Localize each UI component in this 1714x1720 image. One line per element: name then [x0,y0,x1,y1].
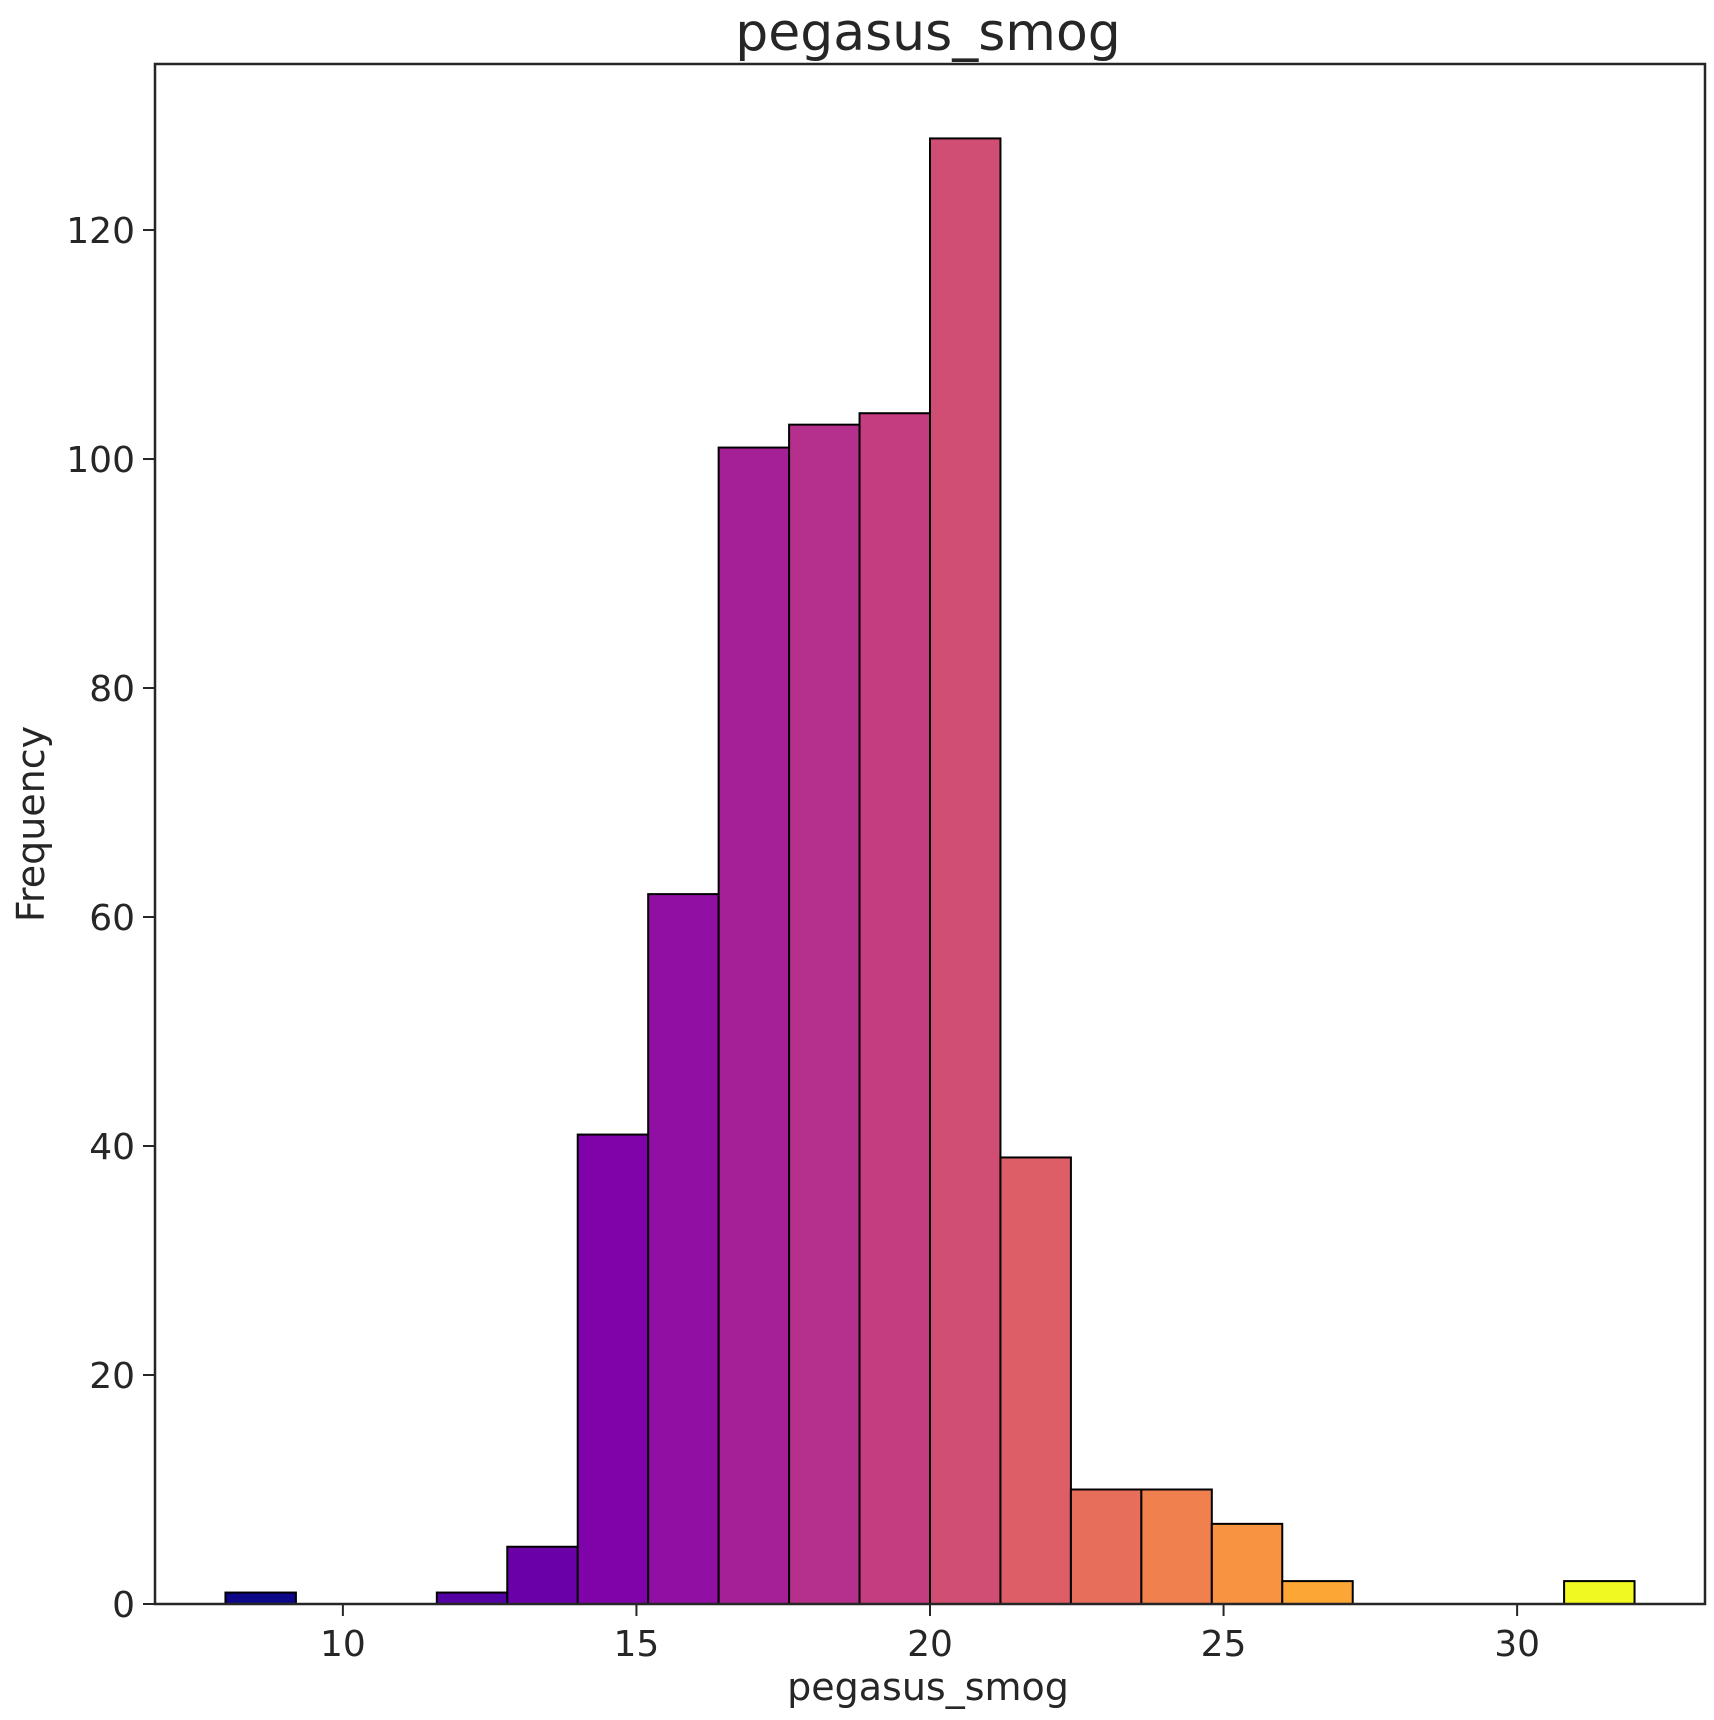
histogram-bar-11 [999,1156,1072,1606]
histogram-bar-9 [858,412,932,1605]
y-tick-label: 80 [89,669,135,710]
histogram-bar-13 [1140,1488,1213,1605]
y-axis-ticks: 0 20 40 60 80 100 120 [66,211,155,1626]
plot-frame [153,62,1707,1606]
x-tick-label: 30 [1494,1624,1540,1665]
x-tick-label: 25 [1201,1624,1247,1665]
histogram-bar-5 [576,1133,650,1605]
y-tick-label: 120 [66,211,135,252]
y-tick-label: 60 [89,898,135,939]
histogram-bar-8 [788,423,861,1605]
y-tick-label: 40 [89,1127,135,1168]
histogram-bar-6 [647,893,720,1605]
histogram-bar-3 [435,1591,509,1605]
y-tick-label: 20 [89,1356,135,1397]
histogram-bar-19 [1563,1580,1636,1605]
x-axis-label: pegasus_smog [787,1665,1069,1709]
y-tick-label: 0 [112,1585,135,1626]
histogram-bar-7 [717,446,791,1606]
bars-group [224,137,1636,1606]
x-tick-label: 20 [907,1624,953,1665]
histogram-bar-4 [506,1545,579,1606]
x-tick-label: 10 [320,1624,366,1665]
histogram-bar-10 [929,137,1002,1605]
histogram-bar-15 [1281,1580,1354,1605]
y-tick-label: 100 [66,440,135,481]
x-tick-label: 15 [614,1624,660,1665]
x-axis-ticks: 10 15 20 25 30 [320,1604,1540,1665]
chart-title: pegasus_smog [735,3,1121,63]
histogram-bar-0 [224,1591,297,1605]
histogram-bar-14 [1210,1522,1284,1606]
y-axis-label: Frequency [9,726,53,922]
histogram-bar-12 [1069,1488,1143,1605]
